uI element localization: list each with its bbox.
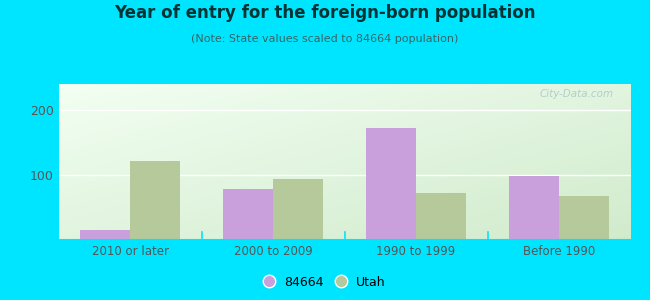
Bar <box>509 176 559 240</box>
Text: Year of entry for the foreign-born population: Year of entry for the foreign-born popul… <box>114 4 536 22</box>
Text: City-Data.com: City-Data.com <box>540 89 614 99</box>
Bar <box>223 189 273 240</box>
Text: (Note: State values scaled to 84664 population): (Note: State values scaled to 84664 popu… <box>191 34 459 44</box>
Bar <box>80 230 130 240</box>
Bar <box>273 179 323 240</box>
Bar <box>416 193 466 240</box>
Bar <box>366 128 416 240</box>
Bar <box>130 161 180 240</box>
Legend: 84664, Utah: 84664, Utah <box>259 271 391 294</box>
Bar <box>559 196 609 240</box>
